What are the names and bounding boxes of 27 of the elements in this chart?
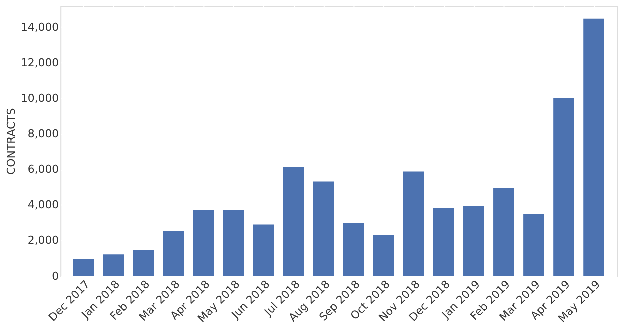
y-tick-label: 2,000 [28,234,60,248]
bar [433,208,454,276]
bar [554,98,574,276]
y-tick-label: 8,000 [28,128,60,141]
bar [584,18,604,276]
bar [313,182,334,276]
y-tick-label: 6,000 [28,163,60,176]
bar [524,214,544,276]
bar [193,210,214,276]
y-tick-label: 0 [52,270,60,283]
y-tick-label: 10,000 [20,92,60,105]
bar [103,254,124,276]
bar [373,235,394,276]
bar [464,206,484,276]
y-tick-label: 12,000 [20,56,60,70]
bar [223,210,244,276]
bar [494,188,514,276]
bar [343,223,364,276]
bar [403,172,424,276]
y-axis-title: CONTRACTS [4,108,18,175]
y-tick-label: 14,000 [20,20,60,34]
bar [133,250,154,276]
bar [283,166,304,276]
y-tick-label: 4,000 [28,198,60,212]
bar [253,224,274,276]
bar [163,230,184,276]
bar [73,259,94,276]
